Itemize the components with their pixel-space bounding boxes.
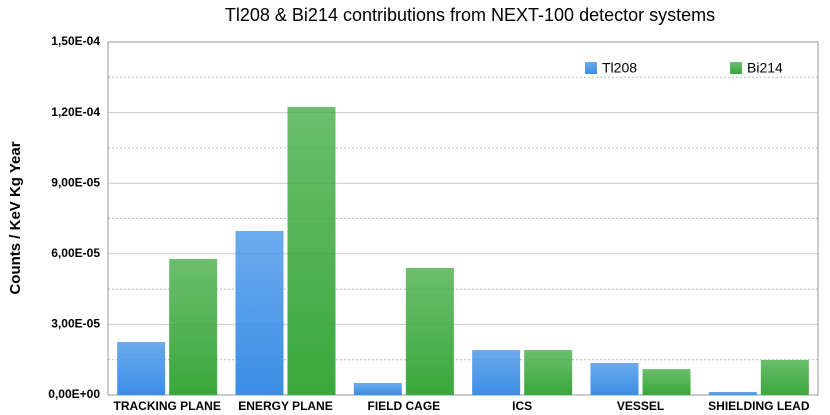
bar <box>590 362 639 395</box>
y-tick-label: 1,50E-04 <box>51 34 100 48</box>
x-tick-label: ICS <box>512 399 532 413</box>
legend-label: Bi214 <box>747 60 783 76</box>
y-tick-label: 3,00E-05 <box>51 317 100 331</box>
bar <box>524 350 573 395</box>
x-tick-label: ENERGY PLANE <box>238 399 332 413</box>
bar <box>642 369 691 395</box>
bar <box>353 382 402 395</box>
y-tick-label: 6,00E-05 <box>51 246 100 260</box>
bar <box>287 106 336 396</box>
bar <box>117 342 166 395</box>
y-tick-label: 1,20E-04 <box>51 105 100 119</box>
x-tick-label: TRACKING PLANE <box>113 399 220 413</box>
bar <box>235 230 284 395</box>
bar <box>708 391 757 395</box>
bar <box>760 359 809 395</box>
legend-swatch <box>730 62 742 74</box>
x-tick-label: FIELD CAGE <box>367 399 440 413</box>
legend-swatch <box>585 62 597 74</box>
bar <box>405 267 454 395</box>
x-tick-label: SHIELDING LEAD <box>708 399 810 413</box>
legend-label: Tl208 <box>602 60 637 76</box>
y-tick-label: 9,00E-05 <box>51 175 100 189</box>
y-tick-label: 0,00E+00 <box>48 387 100 401</box>
x-tick-label: VESSEL <box>617 399 664 413</box>
plot-frame <box>107 41 819 396</box>
chart-title: Tl208 & Bi214 contributions from NEXT-10… <box>225 5 715 25</box>
bar <box>169 258 218 395</box>
y-axis-label: Counts / KeV Kg Year <box>7 141 24 294</box>
bar <box>472 350 521 395</box>
